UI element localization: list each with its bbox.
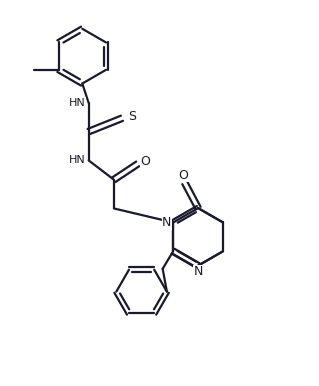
Text: N: N xyxy=(193,266,203,278)
Text: HN: HN xyxy=(69,156,86,165)
Text: HN: HN xyxy=(69,98,86,108)
Text: O: O xyxy=(178,169,188,181)
Text: O: O xyxy=(141,154,150,168)
Text: S: S xyxy=(128,110,136,123)
Text: N: N xyxy=(162,216,172,229)
